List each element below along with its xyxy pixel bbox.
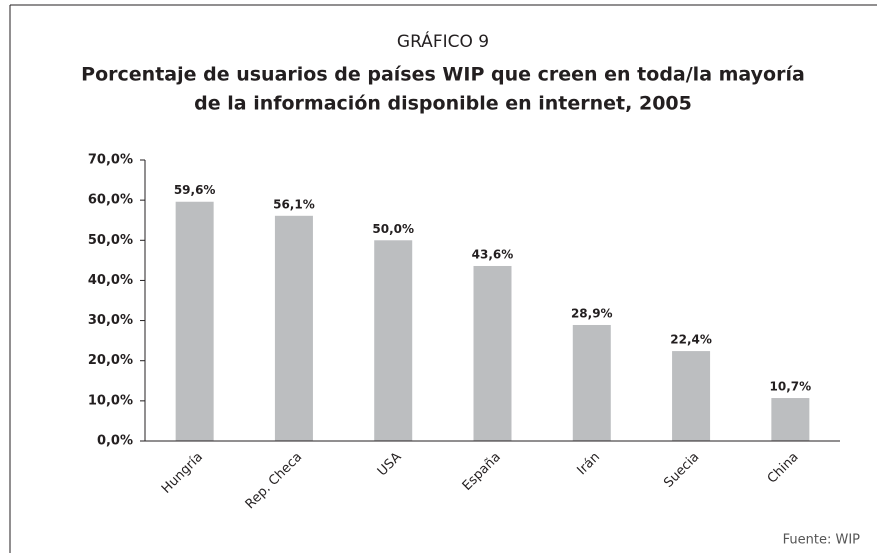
y-tick-label: 40,0% xyxy=(88,273,133,288)
x-tick-label: Hungría xyxy=(159,450,206,497)
value-label: 22,4% xyxy=(670,333,712,347)
value-label: 56,1% xyxy=(273,197,315,211)
value-label: 43,6% xyxy=(472,247,514,261)
x-tick-label: Suecia xyxy=(661,450,702,491)
value-label: 59,6% xyxy=(174,183,216,197)
y-tick-label: 70,0% xyxy=(88,153,133,168)
bar xyxy=(175,201,214,441)
y-tick-label: 20,0% xyxy=(88,353,133,368)
value-label: 28,9% xyxy=(571,306,613,320)
source: Fuente: WIP xyxy=(783,533,861,548)
x-tick-label: Irán xyxy=(575,450,604,479)
value-label: 50,0% xyxy=(372,222,414,236)
x-tick-label: China xyxy=(765,450,802,487)
y-tick-label: 50,0% xyxy=(88,233,133,248)
x-tick-label: España xyxy=(460,450,504,494)
chart-title: Porcentaje de usuarios de países WIP que… xyxy=(81,64,805,86)
chart-title: de la información disponible en internet… xyxy=(194,93,692,115)
bar xyxy=(672,351,711,441)
bar xyxy=(473,265,512,441)
value-label: 10,7% xyxy=(770,380,812,394)
bar xyxy=(572,324,611,441)
y-tick-label: 0,0% xyxy=(97,434,133,449)
x-tick-label: Rep. Checa xyxy=(243,450,306,513)
y-tick-label: 10,0% xyxy=(88,393,133,408)
y-tick-label: 30,0% xyxy=(88,313,133,328)
chart-label: GRÁFICO 9 xyxy=(397,30,489,52)
bar xyxy=(771,398,810,441)
bar xyxy=(274,215,313,441)
bar xyxy=(374,240,413,441)
x-tick-label: USA xyxy=(375,450,405,480)
y-tick-label: 60,0% xyxy=(88,193,133,208)
